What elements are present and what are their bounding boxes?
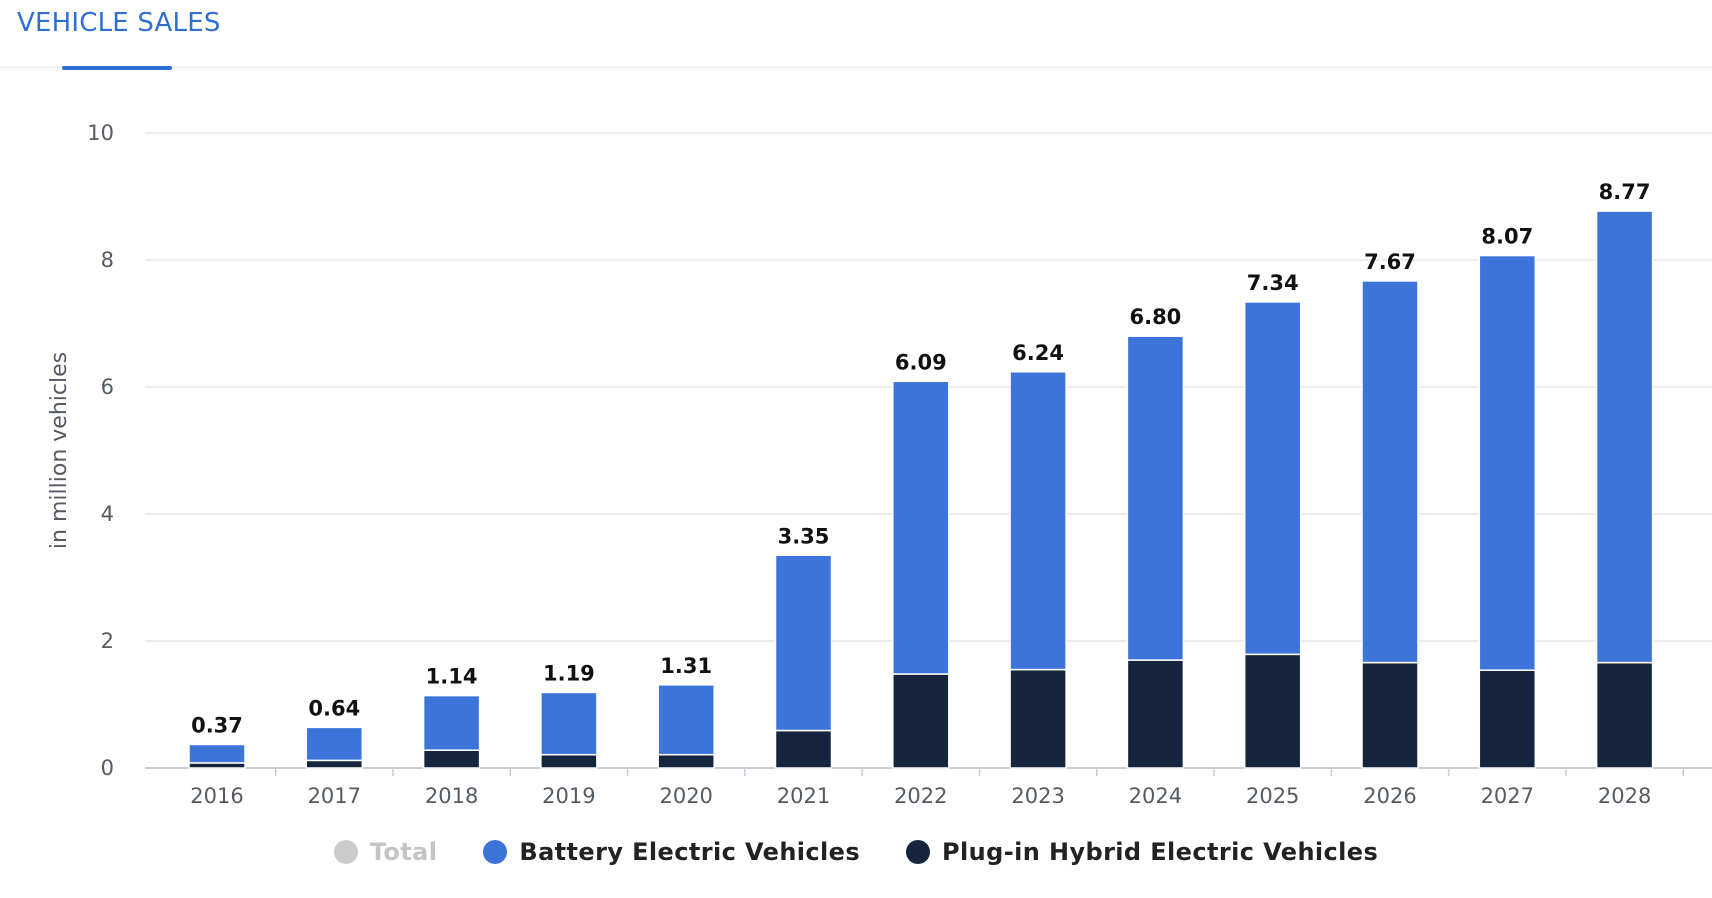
bar-segment-phev [1478,669,1537,769]
bar-segment-phev [774,729,833,769]
legend-label-phev: Plug-in Hybrid Electric Vehicles [942,838,1379,866]
bar-segment-bev [1126,335,1185,661]
total-data-label: 8.77 [1599,180,1651,204]
total-data-label: 3.35 [778,524,830,548]
tab-vehicle-sales[interactable]: VEHICLE SALES [17,8,221,38]
x-tick-label: 2017 [308,784,361,808]
x-tick-label: 2016 [190,784,243,808]
legend-marker-phev [906,840,931,864]
bar-segment-bev [1478,254,1537,671]
total-data-label: 0.64 [308,696,360,720]
total-data-label: 1.14 [426,665,478,689]
bar-segment-phev [1595,661,1654,769]
bar-segment-phev [1361,661,1419,769]
legend-label-bev: Battery Electric Vehicles [519,838,861,866]
legend-marker-total [333,840,358,864]
legend-label-total: Total [369,838,438,866]
x-tick-label: 2025 [1246,784,1299,808]
y-tick-label: 2 [101,629,114,653]
total-data-label: 0.37 [191,714,243,738]
bar-segment-phev [540,753,598,769]
legend-marker-bev [483,840,508,864]
y-tick-label: 10 [87,121,114,145]
x-tick-label: 2024 [1129,784,1182,808]
total-data-label: 7.34 [1247,271,1299,295]
y-tick-label: 4 [101,502,114,526]
x-tick-label: 2023 [1011,784,1064,808]
bar-segment-phev [188,762,246,769]
x-tick-label: 2022 [894,784,947,808]
bar-segment-bev [1595,210,1654,664]
x-tick-label: 2028 [1598,784,1651,808]
total-data-label: 7.67 [1364,250,1416,274]
bar-segment-bev [657,684,715,756]
y-tick-label: 6 [101,375,114,399]
total-data-label: 8.07 [1481,225,1533,249]
x-tick-label: 2026 [1363,784,1416,808]
bar-segment-phev [657,753,715,769]
bar-segment-phev [892,673,950,769]
bar-segment-phev [1243,653,1302,769]
total-data-label: 1.19 [543,661,595,685]
total-data-label: 1.31 [660,654,712,678]
bar-segment-bev [1361,280,1419,664]
x-tick-label: 2018 [425,784,478,808]
x-tick-label: 2021 [777,784,830,808]
stacked-bar-chart: 0 2 4 6 8 10 in million vehicles 0.37 2016 0.64 20… [47,121,1712,808]
legend-item-total[interactable]: Total [333,838,438,866]
active-tab-indicator [62,66,172,70]
bar-segment-bev [774,554,833,732]
x-tick-label: 2019 [542,784,595,808]
bar-segment-phev [422,749,481,769]
legend-item-bev[interactable]: Battery Electric Vehicles [483,838,860,866]
total-data-label: 6.09 [895,350,947,374]
bar-segment-bev [1009,371,1067,671]
tab-bar: VEHICLE SALES [0,0,1712,68]
bar-segment-bev [1243,301,1302,656]
y-tick-label: 8 [101,248,114,272]
bar-segment-bev [892,380,950,675]
y-axis-title: in million vehicles [47,352,72,549]
bar-segment-bev [305,726,364,762]
bar-segment-phev [1126,659,1185,769]
total-data-label: 6.80 [1129,305,1181,329]
bar-segment-bev [188,743,246,764]
chart-legend: Total Battery Electric Vehicles Plug-in … [0,838,1712,866]
x-tick-label: 2020 [659,784,712,808]
bar-segment-phev [305,759,364,769]
total-data-label: 6.24 [1012,341,1064,365]
y-tick-label: 0 [101,756,114,780]
bar-segment-phev [1009,668,1067,769]
bar-segment-bev [540,691,598,756]
x-tick-label: 2027 [1481,784,1534,808]
bar-segment-bev [422,694,481,751]
legend-item-phev[interactable]: Plug-in Hybrid Electric Vehicles [906,838,1378,866]
